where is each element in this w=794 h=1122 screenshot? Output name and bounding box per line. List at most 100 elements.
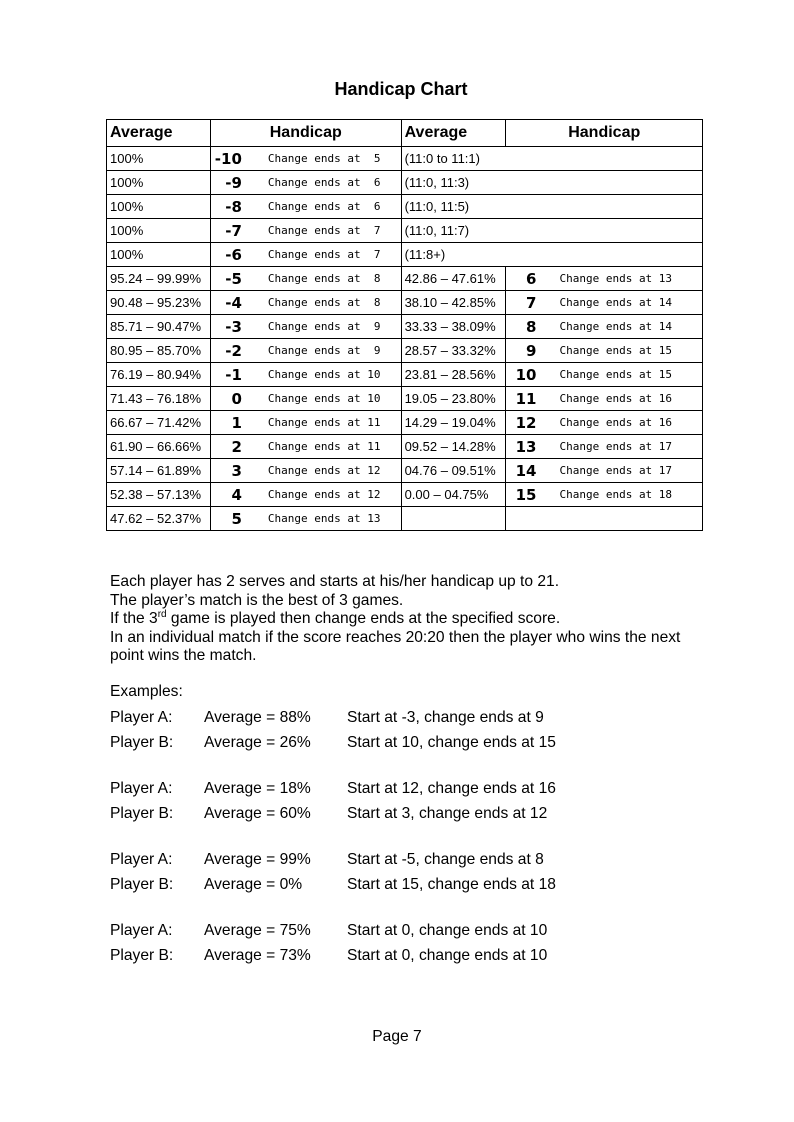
change-ends: Change ends at 9 [267, 320, 381, 333]
handicap-value: -6 [225, 245, 242, 264]
handicap-cell: 3 Change ends at 12 [209, 458, 402, 483]
table-row: 52.38 – 57.13% 4 Change ends at 12 0.00 –… [106, 482, 703, 507]
table-row: 61.90 – 66.66% 2 Change ends at 11 09.52 … [106, 434, 703, 459]
example-average: Average = 73% [204, 947, 311, 964]
handicap-value: 4 [231, 485, 242, 504]
handicap-value: -9 [225, 173, 242, 192]
handicap-cell-2: 13 Change ends at 17 [505, 434, 703, 459]
change-ends: Change ends at 10 [267, 392, 381, 405]
average-cell-2 [400, 506, 507, 531]
handicap-value: 2 [231, 437, 242, 456]
handicap-value: 11 [515, 389, 537, 408]
change-ends: Change ends at 15 [559, 344, 673, 357]
example-average: Average = 99% [204, 851, 311, 868]
rule-line: In an individual match if the score reac… [110, 628, 681, 665]
handicap-value: 12 [515, 413, 537, 432]
average-cell: 95.24 – 99.99% [106, 266, 211, 291]
table-header-row: Average Handicap Average Handicap [106, 119, 703, 147]
handicap-cell: -3 Change ends at 9 [209, 314, 402, 339]
handicap-cell-2: 8 Change ends at 14 [505, 314, 703, 339]
page-number: Page 7 [372, 1028, 422, 1045]
example-result: Start at 0, change ends at 10 [347, 922, 548, 939]
example-result: Start at 0, change ends at 10 [347, 947, 548, 964]
handicap-cell-2: 7 Change ends at 14 [505, 290, 703, 315]
average-cell-2: 42.86 – 47.61% [400, 266, 507, 291]
handicap-cell: -4 Change ends at 8 [209, 290, 402, 315]
handicap-cell: -6 Change ends at 7 [209, 242, 402, 267]
example-result: Start at 10, change ends at 15 [347, 734, 556, 751]
score-note-cell: (11:0, 11:3) [400, 170, 704, 195]
header-handicap: Handicap [209, 119, 402, 147]
average-cell-2: 38.10 – 42.85% [400, 290, 507, 315]
handicap-value: 15 [515, 485, 537, 504]
change-ends: Change ends at 12 [267, 464, 381, 477]
score-note-cell: (11:0 to 11:1) [400, 146, 704, 171]
rule-line: The player’s match is the best of 3 game… [110, 591, 404, 609]
average-cell: 47.62 – 52.37% [106, 506, 211, 531]
rule-superscript: rd [157, 609, 167, 620]
change-ends: Change ends at 11 [267, 416, 381, 429]
table-row: 100% -10 Change ends at 5 (11:0 to 11:1) [106, 146, 704, 171]
change-ends: Change ends at 16 [559, 392, 673, 405]
handicap-value: -1 [225, 365, 242, 384]
example-player: Player B: [110, 805, 174, 822]
change-ends: Change ends at 14 [559, 296, 673, 309]
handicap-value: 7 [526, 293, 537, 312]
handicap-value: 8 [526, 317, 537, 336]
table-row: 47.62 – 52.37% 5 Change ends at 13 [106, 506, 703, 531]
header-handicap-2: Handicap [505, 119, 703, 147]
example-average: Average = 60% [204, 805, 311, 822]
score-note-cell: (11:0, 11:5) [400, 194, 704, 219]
change-ends: Change ends at 13 [267, 512, 381, 525]
header-average-2: Average [400, 119, 507, 147]
handicap-cell-2: 11 Change ends at 16 [505, 386, 703, 411]
change-ends: Change ends at 7 [267, 224, 381, 237]
rule-line: If the 3rd game is played then change en… [110, 610, 710, 629]
score-note-cell: (11:0, 11:7) [400, 218, 704, 243]
change-ends: Change ends at 10 [267, 368, 381, 381]
average-cell: 100% [106, 146, 211, 171]
table-row: 66.67 – 71.42% 1 Change ends at 11 14.29 … [106, 410, 703, 435]
change-ends: Change ends at 17 [559, 440, 673, 453]
table-row: 71.43 – 76.18% 0 Change ends at 10 19.05 … [106, 386, 703, 411]
change-ends: Change ends at 11 [267, 440, 381, 453]
example-result: Start at 12, change ends at 16 [347, 780, 556, 797]
average-cell: 100% [106, 194, 211, 219]
handicap-value: 13 [515, 437, 537, 456]
handicap-cell-2 [505, 506, 703, 531]
change-ends: Change ends at 16 [559, 416, 673, 429]
average-cell-2: 09.52 – 14.28% [400, 434, 507, 459]
header-average: Average [106, 119, 211, 147]
handicap-cell: 4 Change ends at 12 [209, 482, 402, 507]
table-row: 100% -9 Change ends at 6 (11:0, 11:3) [106, 170, 704, 195]
handicap-cell: -8 Change ends at 6 [209, 194, 402, 219]
table-row: 76.19 – 80.94% -1 Change ends at 10 23.81… [106, 362, 703, 387]
score-note-cell: (11:8+) [400, 242, 704, 267]
handicap-value: -4 [225, 293, 242, 312]
average-cell: 76.19 – 80.94% [106, 362, 211, 387]
handicap-table: Average Handicap Average Handicap 100% -… [106, 119, 704, 531]
table-row: 100% -6 Change ends at 7 (11:8+) [106, 242, 704, 267]
average-cell: 100% [106, 218, 211, 243]
example-player: Player B: [110, 734, 174, 751]
change-ends: Change ends at 8 [267, 272, 381, 285]
handicap-value: 5 [231, 509, 242, 528]
rule-text: If the 3 [110, 610, 158, 628]
table-row: 80.95 – 85.70% -2 Change ends at 9 28.57 … [106, 338, 703, 363]
example-player: Player B: [110, 876, 174, 893]
handicap-value: -5 [225, 269, 242, 288]
example-average: Average = 18% [204, 780, 311, 797]
rule-line: Each player has 2 serves and starts at h… [110, 573, 560, 590]
change-ends: Change ends at 5 [267, 152, 381, 165]
example-player: Player B: [110, 947, 174, 964]
handicap-cell-2: 12 Change ends at 16 [505, 410, 703, 435]
handicap-value: -8 [225, 197, 242, 216]
example-result: Start at 15, change ends at 18 [347, 876, 556, 893]
change-ends: Change ends at 17 [559, 464, 673, 477]
handicap-cell-2: 14 Change ends at 17 [505, 458, 703, 483]
example-player: Player A: [110, 851, 173, 868]
rules-text: Each player has 2 serves and starts at h… [110, 573, 710, 666]
average-cell: 85.71 – 90.47% [106, 314, 211, 339]
handicap-cell: 1 Change ends at 11 [209, 410, 402, 435]
average-cell-2: 0.00 – 04.75% [400, 482, 507, 507]
